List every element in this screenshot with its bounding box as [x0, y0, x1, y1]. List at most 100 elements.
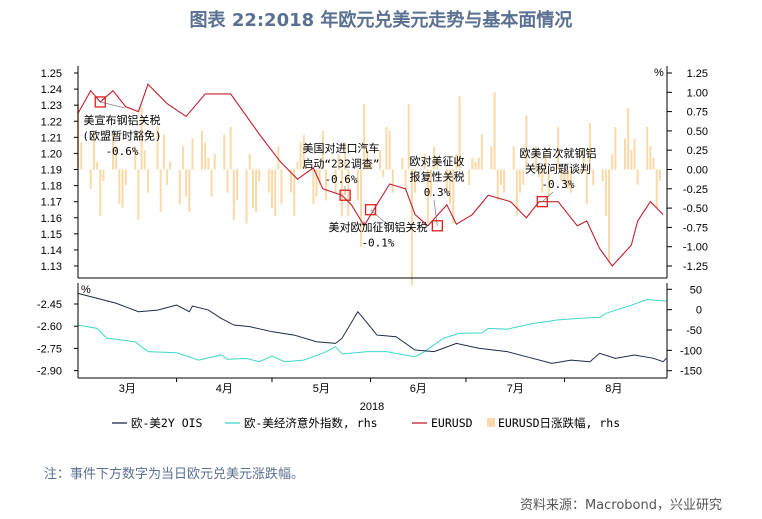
daily-change-bar [652, 157, 655, 170]
daily-change-bar [369, 161, 372, 170]
source-note: 资料来源：Macrobond，兴业研究 [519, 498, 722, 513]
right-tick-label: -0.50 [683, 203, 708, 215]
daily-change-bar [258, 169, 261, 182]
event-label: -0.1% [361, 237, 394, 250]
daily-change-bar [433, 146, 436, 170]
daily-change-bar [499, 169, 502, 185]
event-label: 美宣布钢铝关税 [84, 113, 161, 127]
daily-change-bar [267, 169, 270, 193]
left-tick-label: -2.45 [37, 299, 62, 311]
daily-change-bar [255, 169, 258, 212]
event-marker [339, 189, 351, 201]
daily-change-bar [547, 169, 550, 197]
left-tick-label: 1.25 [41, 68, 62, 80]
daily-change-bar [213, 154, 216, 170]
daily-change-bar [515, 169, 518, 216]
event-marker [536, 196, 548, 208]
daily-change-bar [248, 154, 251, 170]
eurusd-line [77, 83, 664, 267]
daily-change-bar [318, 169, 321, 185]
left-tick-label: 1.21 [41, 132, 62, 144]
daily-change-bar [557, 127, 560, 170]
daily-change-bar [210, 169, 213, 197]
daily-change-bar [401, 157, 404, 170]
left-tick-label: 1.20 [41, 148, 62, 160]
daily-change-bar [280, 169, 283, 205]
left-tick-label: 1.23 [41, 100, 62, 112]
right-tick-label: 1.25 [687, 68, 708, 80]
event-marker [94, 96, 106, 108]
daily-change-bar [655, 169, 658, 209]
event-marker [431, 220, 443, 232]
ois-spread-line [77, 292, 667, 364]
daily-change-bar [458, 96, 461, 170]
event-label: 欧对美征收 [410, 154, 465, 168]
event-leader-line [370, 209, 389, 226]
right-tick-label: -1.00 [683, 242, 708, 254]
left-tick-label: 1.19 [41, 165, 62, 177]
daily-change-bar [519, 169, 522, 193]
daily-change-bar [630, 150, 633, 170]
daily-change-bar [496, 169, 499, 201]
right-tick-label: 0.50 [687, 126, 708, 138]
legend-label: 欧-美经济意外指数, rhs [244, 416, 378, 430]
footnote: 注：事件下方数字为当日欧元兑美元涨跌幅。 [44, 467, 305, 482]
daily-change-bar [366, 150, 369, 170]
x-tick-label: 6月 [410, 383, 427, 395]
event-leader-line [100, 101, 126, 109]
x-tick-label: 5月 [313, 383, 330, 395]
daily-change-bar [455, 154, 458, 170]
daily-change-bar [360, 169, 363, 247]
daily-change-bar [118, 169, 121, 205]
daily-change-bar [251, 169, 254, 209]
legend-swatch [487, 418, 495, 427]
daily-change-bar [99, 169, 102, 216]
daily-change-bar [290, 169, 293, 193]
right-tick-label: -100 [680, 345, 702, 357]
right-tick-label: 0.25 [687, 145, 708, 157]
daily-change-bar [379, 150, 382, 170]
daily-change-bar [563, 169, 566, 185]
daily-change-bar [391, 169, 394, 193]
x-tick-label: 4月 [216, 383, 233, 395]
left-tick-label: 1.14 [41, 245, 62, 257]
left-tick-label: 1.24 [41, 84, 62, 96]
daily-change-bar [299, 142, 302, 170]
x-tick-label: 3月 [119, 383, 136, 395]
daily-change-bar [96, 161, 99, 170]
daily-change-bar [344, 142, 347, 170]
daily-change-bar [468, 169, 471, 185]
daily-change-bar [480, 134, 483, 170]
event-label: 欧美首次就钢铝 [520, 146, 597, 160]
left-tick-label: -2.90 [37, 366, 62, 378]
daily-change-bar [185, 169, 188, 197]
daily-change-bar [363, 103, 366, 170]
right-tick-label: 0.00 [687, 165, 708, 177]
daily-change-bar [426, 169, 429, 224]
surprise-index-line [77, 298, 667, 363]
daily-change-bar [207, 157, 210, 170]
daily-change-bar [534, 146, 537, 170]
daily-change-bar [226, 169, 229, 193]
daily-change-bar [178, 169, 181, 205]
daily-change-bar [490, 146, 493, 170]
daily-change-bar [601, 169, 604, 182]
daily-change-bar [274, 169, 277, 216]
right-tick-label: 0 [696, 305, 702, 317]
daily-change-bar [569, 169, 572, 193]
daily-change-bar [134, 146, 137, 170]
daily-change-bar [312, 169, 315, 205]
right-tick-label: -0.25 [683, 184, 708, 196]
daily-change-bar [388, 130, 391, 170]
daily-change-bar [592, 169, 595, 185]
daily-change-bar [140, 107, 143, 170]
daily-change-bar [582, 150, 585, 170]
daily-change-bar [166, 169, 169, 185]
left-tick-label: -2.60 [37, 321, 62, 333]
daily-change-bar [315, 169, 318, 197]
daily-change-bar [588, 123, 591, 170]
daily-change-bar [111, 134, 114, 170]
daily-change-bar [277, 146, 280, 170]
legend-label: EURUSD日涨跌幅, rhs [498, 416, 620, 430]
